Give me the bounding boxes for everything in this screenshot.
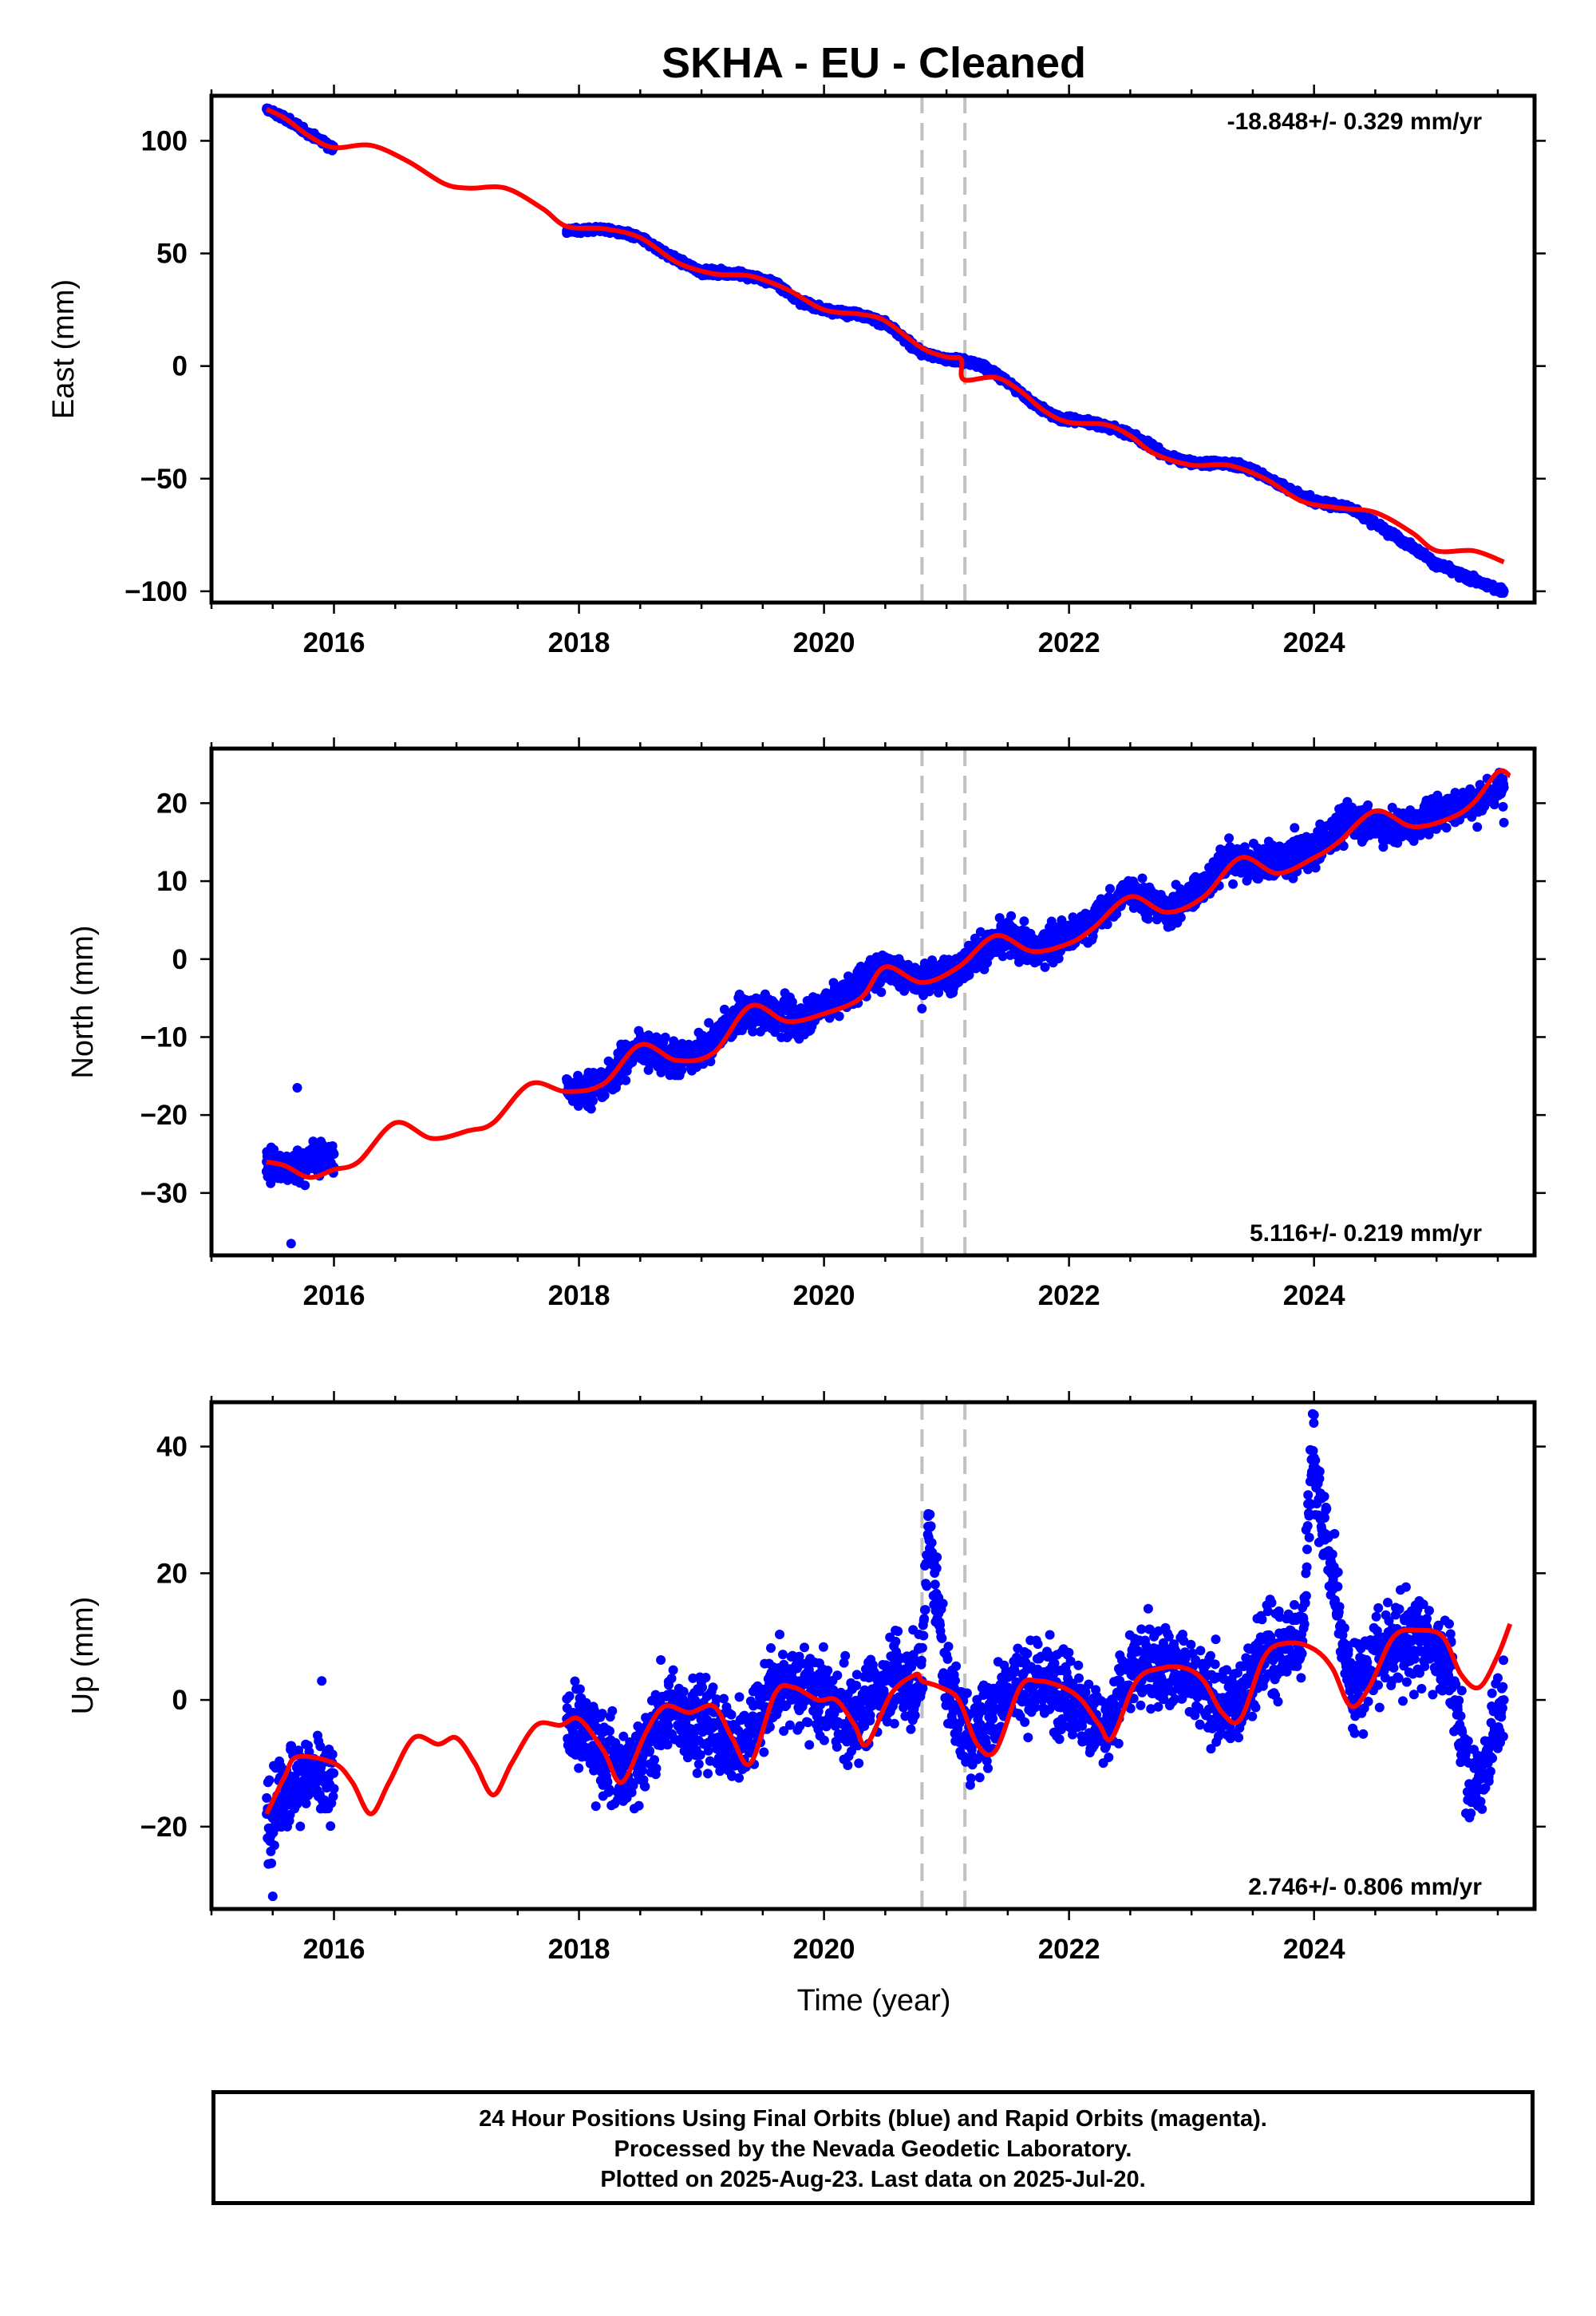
data-point	[876, 987, 887, 998]
data-point	[1239, 842, 1250, 852]
panels: 2016 2018 2020 2022 2024 −100 −50 0 50 100 East (m…	[47, 85, 1546, 1965]
data-point	[770, 1027, 780, 1037]
data-point	[834, 1011, 844, 1022]
data-point	[1046, 916, 1057, 927]
data-point	[300, 1180, 310, 1191]
data-point	[1137, 873, 1148, 883]
y-tick-label: −100	[124, 576, 188, 607]
y-tick-label: 0	[172, 351, 188, 382]
y-tick-label: −50	[140, 464, 188, 495]
y-tick-label: 100	[141, 125, 188, 156]
panel-north: 2016 2018 2020 2022 2024−30−20−1001020North …	[66, 737, 1546, 1311]
data-point	[917, 1003, 927, 1014]
data-point	[1006, 911, 1017, 921]
data-point	[588, 1096, 598, 1106]
x-tick-label: 2022	[1038, 627, 1100, 658]
y-tick-label: 50	[156, 239, 188, 270]
data-point	[1175, 912, 1186, 923]
data-point	[1040, 962, 1050, 972]
data-point	[1057, 915, 1067, 925]
velocity-rate-label: -18.848+/- 0.329 mm/yr	[1227, 109, 1483, 135]
data-point	[1102, 919, 1112, 930]
figure-title: SKHA - EU - Cleaned	[662, 39, 1086, 87]
data-point	[934, 987, 944, 998]
data-point	[677, 1065, 687, 1075]
data-point	[1432, 559, 1442, 569]
y-axis-label: East (mm)	[47, 279, 81, 419]
data-point	[719, 1004, 729, 1014]
data-point	[1253, 874, 1263, 884]
data-point	[704, 1018, 714, 1028]
data-point	[705, 1057, 716, 1067]
observation-points	[262, 103, 1509, 599]
panel-east: 2016 2018 2020 2022 2024 −100 −50 0 50 100 East (m…	[47, 85, 1546, 658]
data-point	[1407, 541, 1417, 551]
data-point	[1105, 883, 1115, 894]
data-point	[998, 951, 1008, 962]
data-point	[1499, 586, 1509, 596]
data-point	[1303, 864, 1314, 874]
data-point	[1019, 916, 1029, 927]
data-point	[660, 1032, 670, 1042]
data-point	[1290, 823, 1300, 833]
plot-frame	[209, 93, 1537, 605]
observation-points	[261, 768, 1509, 1249]
x-tick-label: 2016	[303, 627, 365, 658]
data-point	[599, 1090, 610, 1101]
data-point	[1005, 950, 1015, 960]
data-point	[1228, 879, 1238, 889]
data-point	[1224, 833, 1235, 844]
data-point	[1468, 575, 1479, 585]
data-point	[1053, 954, 1064, 963]
data-point	[1143, 914, 1153, 924]
data-point	[1370, 519, 1381, 529]
data-point	[975, 927, 986, 937]
model-curve	[265, 107, 1505, 565]
x-tick-label: 2020	[793, 627, 855, 658]
data-point	[621, 1075, 631, 1085]
x-tick-label: 2024	[1283, 627, 1345, 658]
data-point	[978, 361, 989, 371]
data-point	[748, 1026, 758, 1037]
data-point	[586, 1104, 596, 1114]
x-tick-label: 2018	[548, 627, 610, 658]
